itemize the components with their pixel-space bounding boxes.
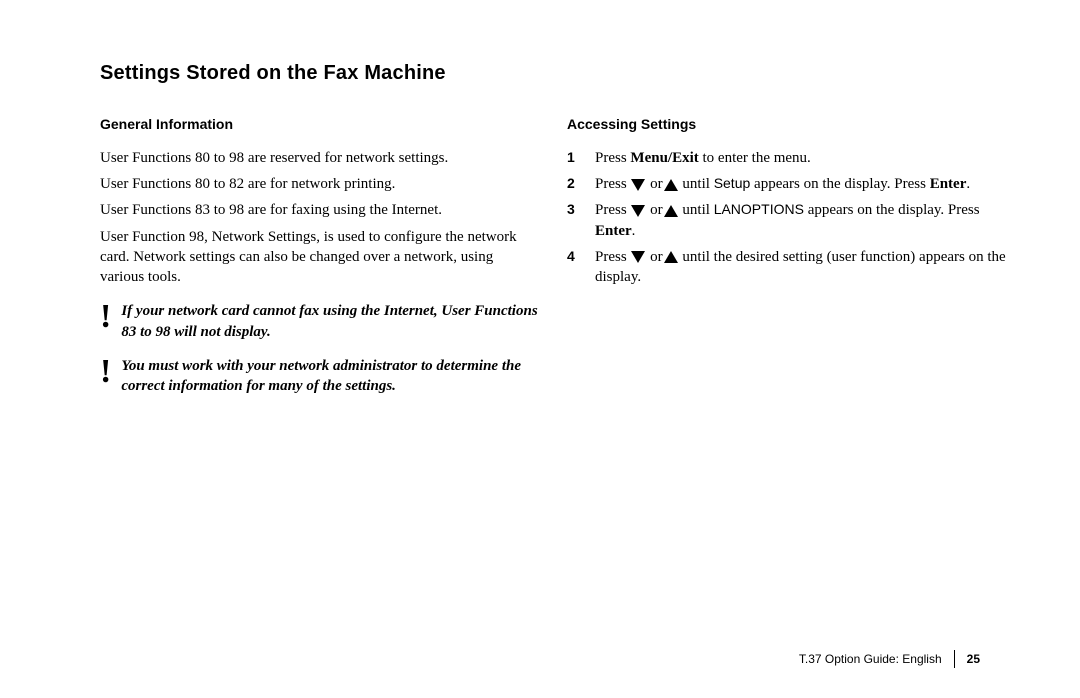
down-arrow-icon — [631, 179, 645, 191]
step-item: Press or until the desired setting (user… — [567, 247, 1007, 288]
accessing-settings-heading: Accessing Settings — [567, 115, 1007, 134]
button-label: Menu/Exit — [630, 150, 698, 166]
body-text: User Function 98, Network Settings, is u… — [100, 227, 540, 288]
button-label: Enter — [930, 176, 967, 192]
step-text: to enter the menu. — [699, 150, 811, 166]
display-term: Setup — [714, 175, 751, 191]
note-text: If your network card cannot fax using th… — [121, 301, 540, 342]
step-text: or — [646, 176, 662, 192]
general-info-heading: General Information — [100, 115, 540, 134]
left-column: General Information User Functions 80 to… — [100, 115, 540, 396]
body-text: User Functions 83 to 98 are for faxing u… — [100, 200, 540, 220]
step-item: Press or until LANOPTIONS appears on the… — [567, 200, 1007, 241]
down-arrow-icon — [631, 251, 645, 263]
footer-label: T.37 Option Guide: English — [799, 652, 942, 666]
page-number: 25 — [967, 652, 980, 666]
up-arrow-icon — [664, 179, 678, 191]
step-list: Press Menu/Exit to enter the menu. Press… — [567, 148, 1007, 288]
page-footer: T.37 Option Guide: English 25 — [799, 650, 980, 668]
step-text: . — [966, 176, 970, 192]
manual-page: Settings Stored on the Fax Machine Gener… — [0, 0, 1080, 698]
step-item: Press Menu/Exit to enter the menu. — [567, 148, 1007, 168]
step-text: appears on the display. Press — [750, 176, 929, 192]
step-text: until — [679, 202, 714, 218]
down-arrow-icon — [631, 205, 645, 217]
footer-divider — [954, 650, 955, 668]
important-note: ! You must work with your network admini… — [100, 356, 540, 397]
step-text: Press — [595, 176, 630, 192]
step-item: Press or until Setup appears on the disp… — [567, 174, 1007, 194]
step-text: Press — [595, 202, 630, 218]
exclamation-icon: ! — [100, 360, 111, 384]
step-text: . — [632, 223, 636, 239]
page-title: Settings Stored on the Fax Machine — [100, 62, 446, 85]
right-column: Accessing Settings Press Menu/Exit to en… — [567, 115, 1007, 293]
body-text: User Functions 80 to 98 are reserved for… — [100, 148, 540, 168]
important-note: ! If your network card cannot fax using … — [100, 301, 540, 342]
exclamation-icon: ! — [100, 305, 111, 329]
button-label: Enter — [595, 223, 632, 239]
display-term: LANOPTIONS — [714, 201, 804, 217]
step-text: until — [679, 176, 714, 192]
up-arrow-icon — [664, 205, 678, 217]
note-text: You must work with your network administ… — [121, 356, 540, 397]
step-text: or — [646, 249, 662, 265]
step-text: Press — [595, 150, 630, 166]
step-text: Press — [595, 249, 630, 265]
up-arrow-icon — [664, 251, 678, 263]
body-text: User Functions 80 to 82 are for network … — [100, 174, 540, 194]
step-text: appears on the display. Press — [804, 202, 980, 218]
step-text: or — [646, 202, 662, 218]
